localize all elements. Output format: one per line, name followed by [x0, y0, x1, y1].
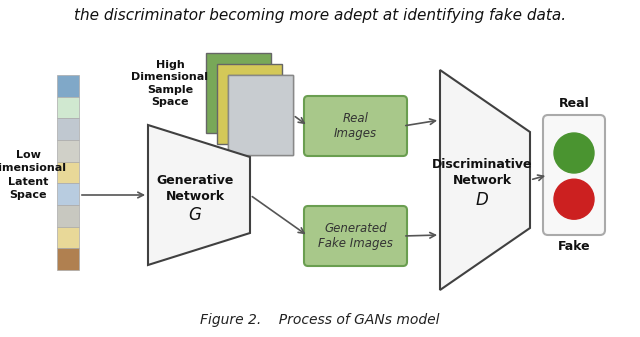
Polygon shape [440, 70, 530, 290]
FancyBboxPatch shape [304, 206, 407, 266]
Text: Real: Real [559, 97, 589, 110]
Text: Generative
Network: Generative Network [156, 174, 234, 203]
Bar [57, 205, 79, 227]
FancyBboxPatch shape [304, 96, 407, 156]
Bar [57, 97, 79, 118]
Text: $D$: $D$ [475, 191, 489, 209]
Text: High
Dimensional
Sample
Space: High Dimensional Sample Space [131, 60, 209, 107]
Text: the discriminator becoming more adept at identifying fake data.: the discriminator becoming more adept at… [74, 8, 566, 23]
Bar [228, 75, 293, 155]
Text: Low
Dimensional
Latent
Space: Low Dimensional Latent Space [0, 150, 67, 200]
Text: Figure 2.    Process of GANs model: Figure 2. Process of GANs model [200, 313, 440, 327]
Bar [57, 162, 79, 183]
FancyBboxPatch shape [543, 115, 605, 235]
Polygon shape [148, 125, 250, 265]
Bar [228, 75, 293, 155]
Bar [206, 53, 271, 133]
Bar [57, 75, 79, 97]
Text: Discriminative
Network: Discriminative Network [432, 158, 532, 187]
Bar [217, 64, 282, 144]
Bar [57, 248, 79, 270]
Bar [57, 183, 79, 205]
Text: Fake: Fake [557, 240, 590, 253]
Bar [57, 140, 79, 162]
Text: $G$: $G$ [188, 206, 202, 224]
Text: Generated
Fake Images: Generated Fake Images [318, 222, 393, 250]
Circle shape [554, 133, 594, 173]
Text: Real
Images: Real Images [334, 112, 377, 140]
Bar [57, 118, 79, 140]
Circle shape [554, 179, 594, 219]
Bar [57, 227, 79, 248]
